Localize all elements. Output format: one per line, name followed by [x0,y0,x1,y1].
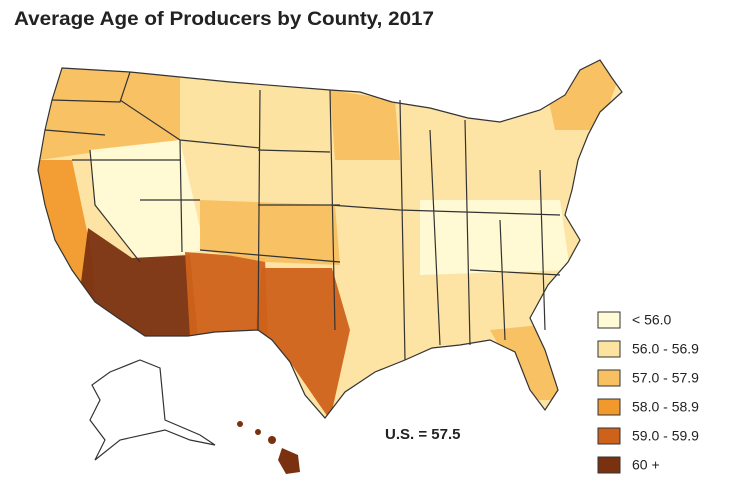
state-lines [44,71,561,361]
region [200,200,340,265]
legend-swatch [597,311,621,329]
legend-label: < 56.0 [632,312,672,328]
legend-swatch [597,340,621,358]
region [80,228,198,338]
legend-label: 57.0 - 57.9 [632,370,699,386]
island [255,429,261,435]
legend-swatch [597,427,621,445]
legend-label: 58.0 - 58.9 [632,399,699,415]
region [38,160,95,305]
region [540,60,622,130]
hawaii [237,421,300,474]
legend-label: 59.0 - 59.9 [632,428,699,444]
island [237,421,243,427]
us-average: U.S. = 57.5 [385,426,460,443]
legend-swatch [597,369,621,387]
region [40,60,180,160]
legend-swatch [597,456,621,474]
island [278,448,300,474]
legend-label: 60 + [632,457,660,473]
legend: < 56.0 56.0 - 56.9 57.0 - 57.9 58.0 - 58.9 5… [597,311,699,474]
region [330,90,400,160]
alaska [89,359,216,461]
region [255,268,350,418]
title: Average Age of Producers by County, 2017 [14,9,434,30]
region [90,140,205,262]
legend-swatch [597,398,621,416]
county-shading [38,60,622,418]
legend-label: 56.0 - 56.9 [632,341,699,357]
region [180,70,330,150]
region [185,252,268,338]
island [268,436,276,444]
region [420,200,570,275]
